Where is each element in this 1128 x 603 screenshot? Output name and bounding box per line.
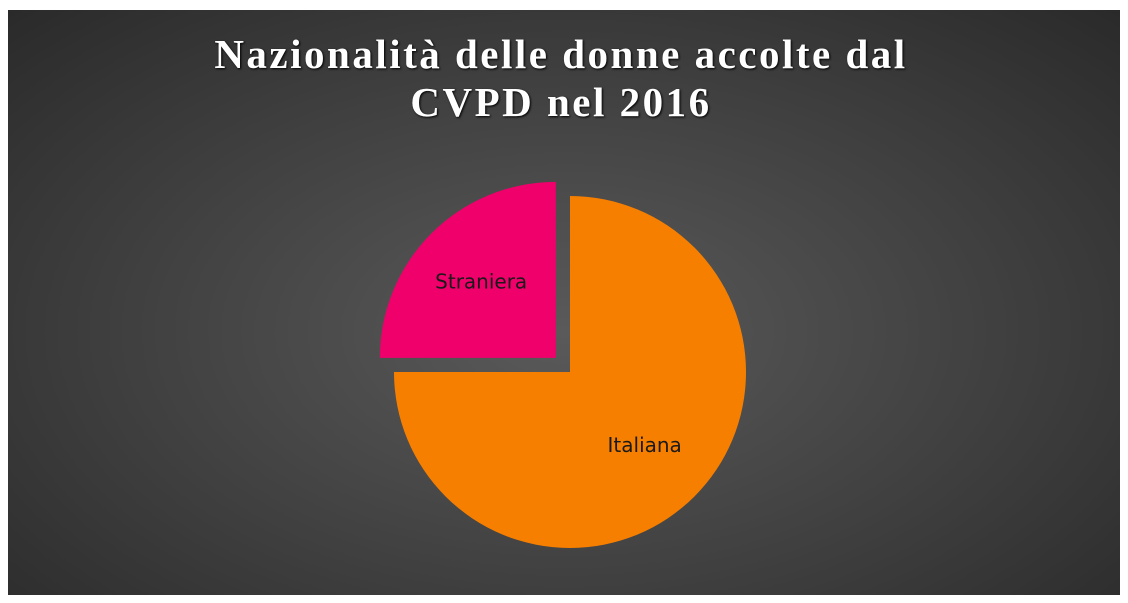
pie-slice [394,196,746,548]
chart-title: Nazionalità delle donne accolte dal CVPD… [214,31,908,125]
slice-label: Italiana [608,433,682,457]
slice-label: Straniera [435,270,527,294]
pie-slice [379,181,556,358]
